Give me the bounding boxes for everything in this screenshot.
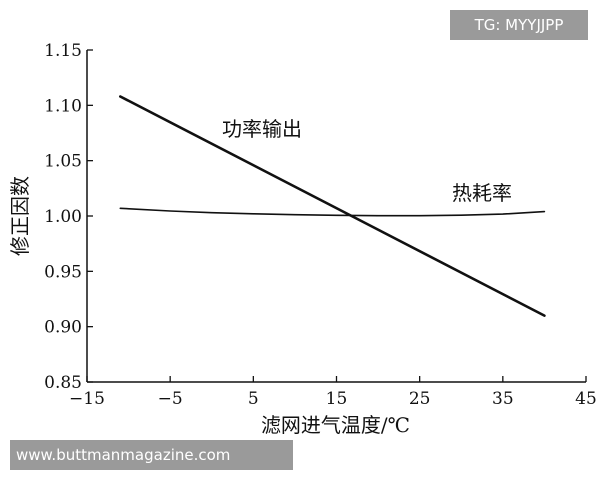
series-annotation-1: 热耗率 (452, 181, 512, 205)
y-tick-label: 0.85 (44, 373, 82, 393)
x-tick-label: −15 (69, 389, 105, 409)
x-tick-label: 5 (248, 389, 259, 409)
watermark-bottom-left: www.buttmanmagazine.com (10, 440, 293, 470)
x-tick-label: 25 (409, 389, 431, 409)
watermark-top-right: TG: MYYJJPP (450, 10, 588, 40)
axes: 0.85 0.90 0.95 1.00 1.05 1.10 1.15 −15 −5 5 15 25 35… (44, 41, 597, 409)
y-tick-label: 1.05 (44, 152, 82, 172)
series-line-0 (119, 95, 546, 317)
series-line-1 (119, 207, 546, 217)
y-tick-label: 1.10 (44, 96, 82, 116)
y-axis-title: 修正因数 (8, 176, 32, 256)
y-tick-label: 0.90 (44, 318, 82, 338)
series-annotation-0: 功率输出 (222, 117, 302, 141)
x-tick-label: 15 (326, 389, 348, 409)
x-tick-label: −5 (158, 389, 183, 409)
x-tick-label: 35 (492, 389, 514, 409)
y-tick-label: 1.00 (44, 207, 82, 227)
x-axis-title: 滤网进气温度/℃ (261, 413, 410, 437)
y-tick-label: 1.15 (44, 41, 82, 61)
y-tick-label: 0.95 (44, 262, 82, 282)
series-layer (119, 95, 546, 317)
x-tick-label: 45 (575, 389, 597, 409)
